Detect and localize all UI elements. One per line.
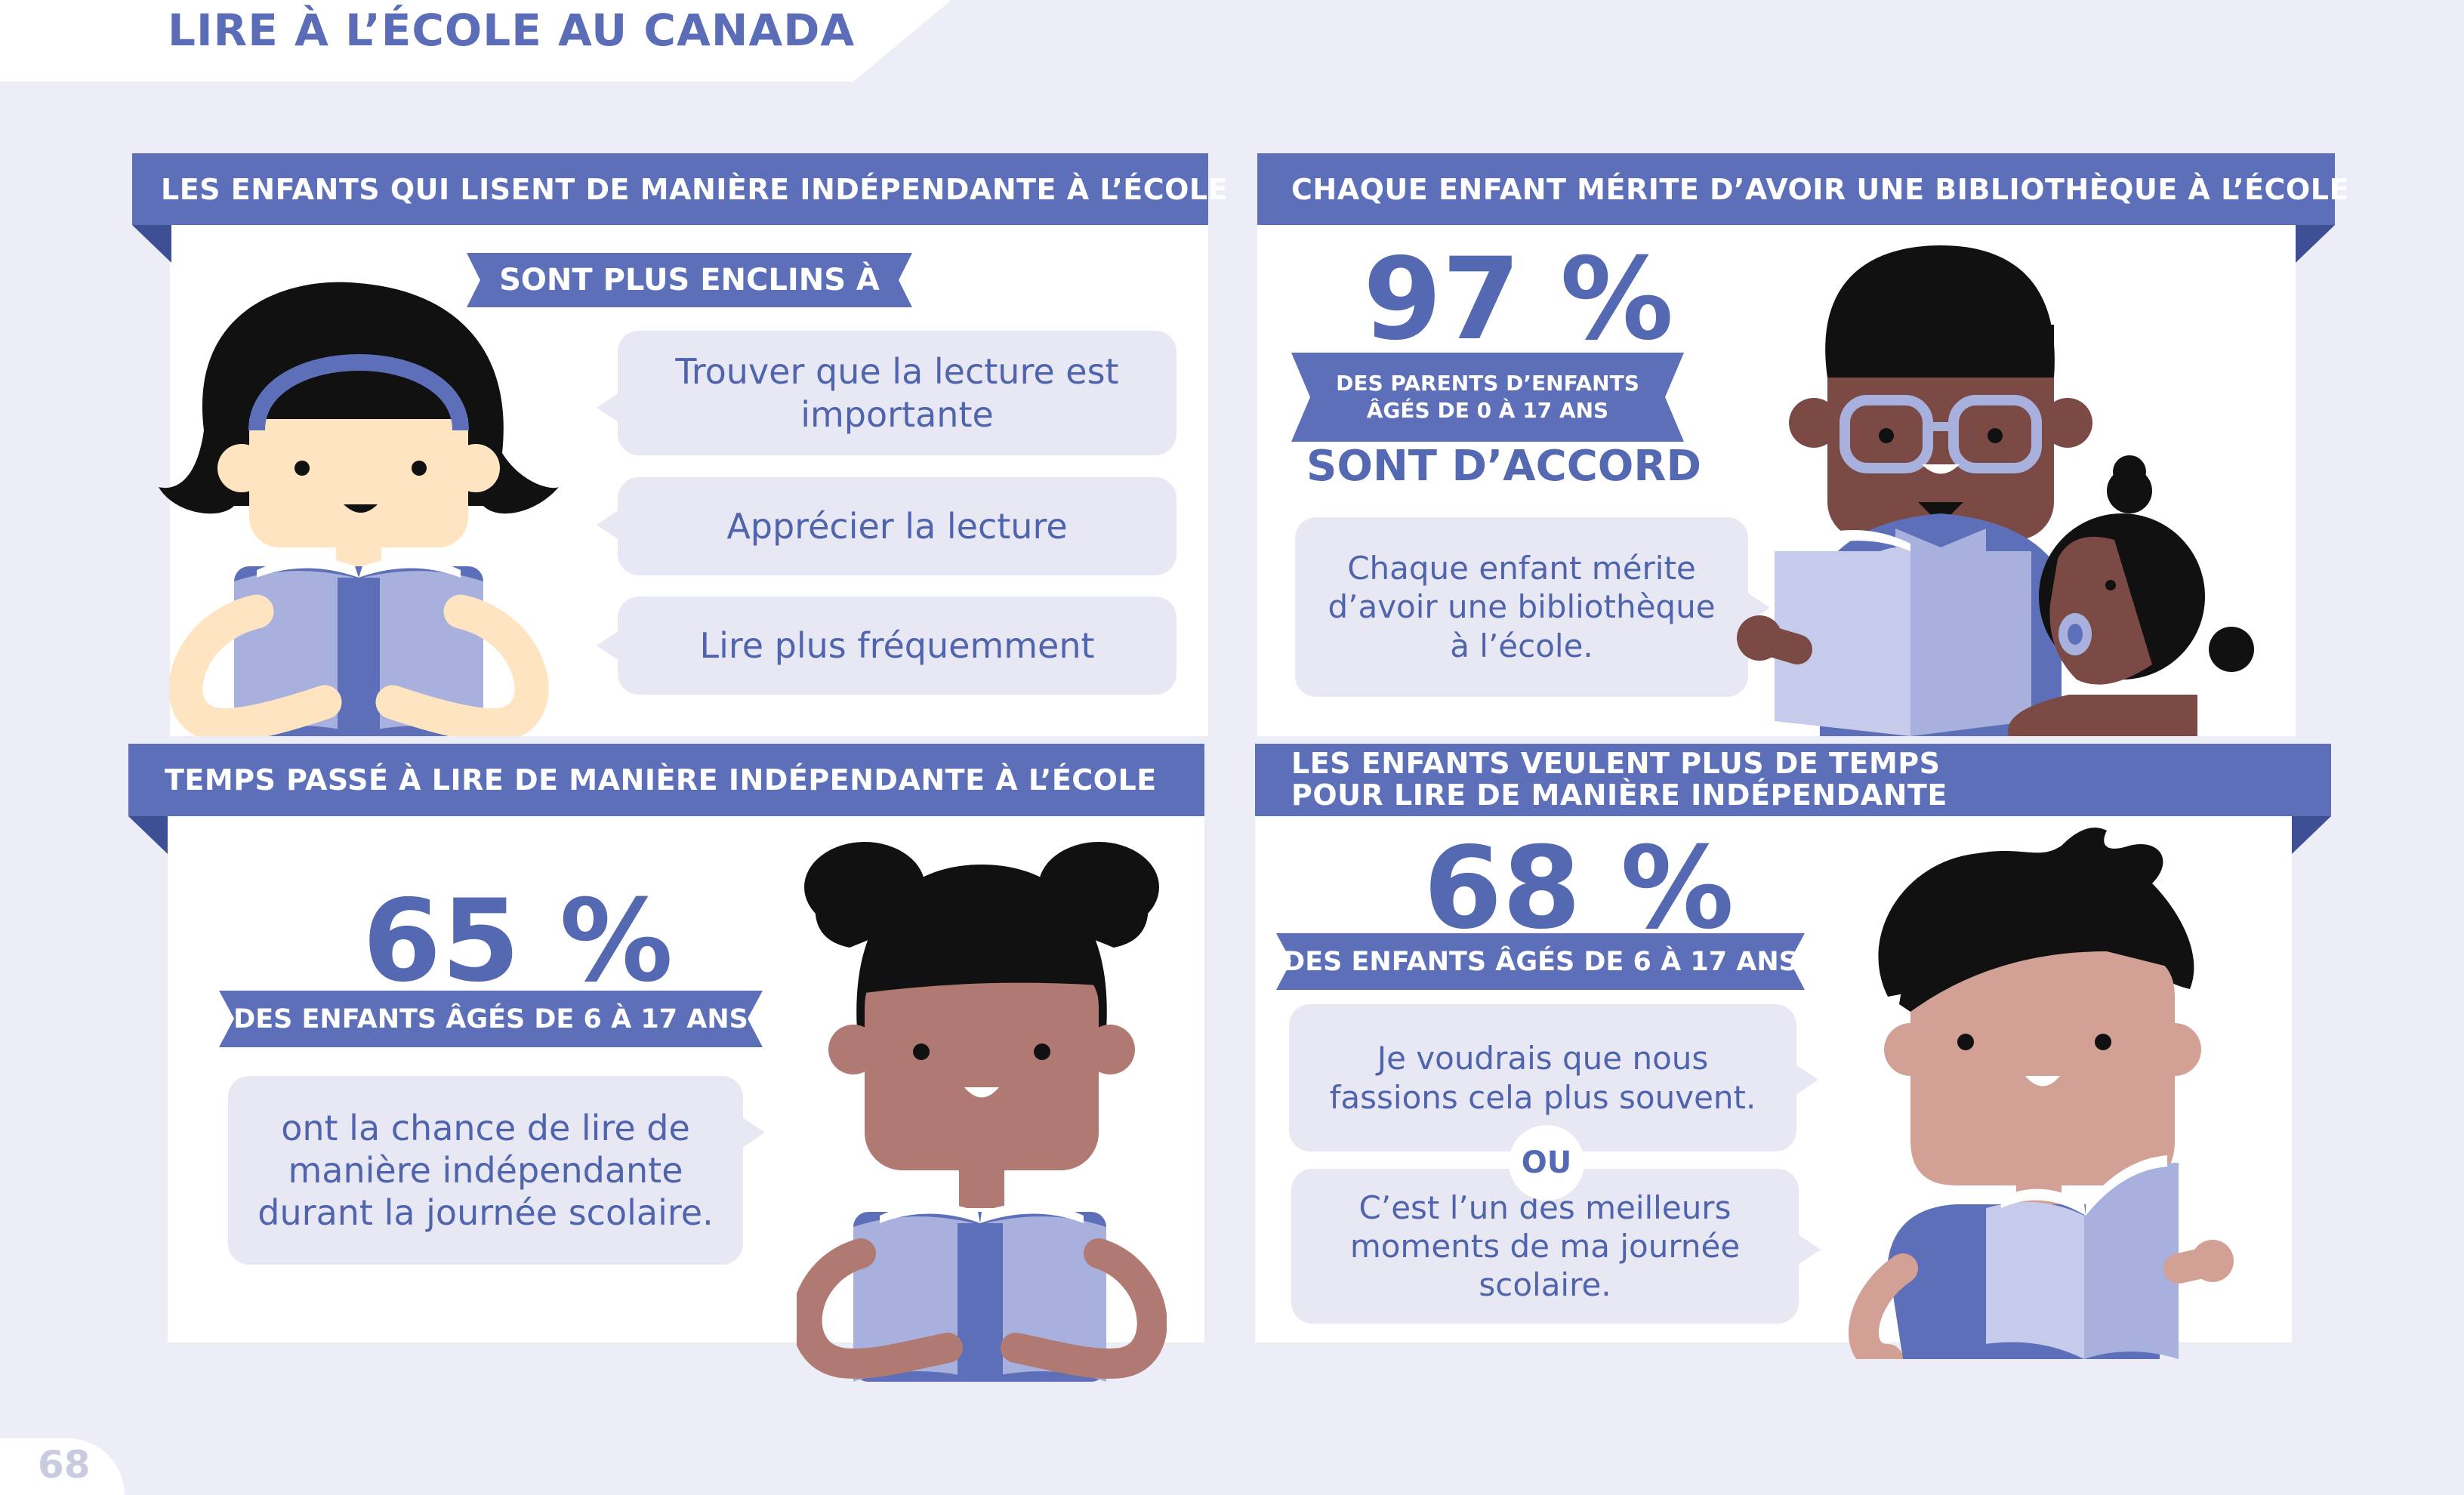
bubble-pointer [597,393,619,423]
panel1-tag: SONT PLUS ENCLINS À [499,263,880,297]
bubble-pointer [1796,1065,1818,1095]
bubble-enjoy: Apprécier la lecture [618,477,1176,575]
bubble-frequent-text: Lire plus fréquemment [699,624,1095,666]
panel4-stat: 68 % [1423,823,1735,954]
panel2-tag: DES PARENTS D’ENFANTS ÂGÉS DE 0 À 17 ANS [1291,353,1684,442]
girl-reading-illustration [159,282,559,736]
bubble-enjoy-text: Apprécier la lecture [726,505,1068,547]
bubble-more-often: Je voudrais que nous fassions cela plus … [1289,1004,1796,1151]
panel2-subtitle: SONT D’ACCORD [1306,442,1702,491]
boy-reading-illustration [1849,828,2234,1359]
girl-buns-illustration [797,842,1167,1382]
parent-baby-illustration [1737,245,2254,736]
panel4-heading: LES ENFANTS VEULENT PLUS DE TEMPS POUR L… [1255,744,2331,816]
panel2-tag-line2: ÂGÉS DE 0 À 17 ANS [1366,398,1609,423]
ribbon-fold [2296,225,2335,263]
panel1-heading: LES ENFANTS QUI LISENT DE MANIÈRE INDÉPE… [132,153,1228,225]
ribbon-fold [128,816,168,854]
bubble-pointer [597,630,619,661]
bubble-pointer [1798,1235,1821,1265]
bubble-chance: ont la chance de lire de manière indépen… [228,1076,743,1265]
tag-ribbon-shape [467,253,912,307]
tag-ribbon-shape [219,991,763,1047]
page-title: LIRE À L’ÉCOLE AU CANADA [168,5,856,56]
panel3-heading: TEMPS PASSÉ À LIRE DE MANIÈRE INDÉPENDAN… [128,744,1204,816]
bubble-best-moment: C’est l’un des meilleurs moments de ma j… [1291,1169,1799,1324]
bubble-library-text: Chaque enfant mérite d’avoir une bibliot… [1328,550,1716,664]
bubble-pointer [742,1117,765,1148]
bubble-more-often-text: Je voudrais que nous fassions cela plus … [1329,1040,1756,1116]
bubble-important: Trouver que la lecture est importante [618,331,1176,455]
panel2-stat: 97 % [1363,234,1674,365]
ribbon-fold [2292,816,2331,854]
header-tab [0,0,951,82]
bubble-best-moment-text: C’est l’un des meilleurs moments de ma j… [1349,1188,1741,1304]
panel3-stat: 65 % [362,876,674,1007]
ribbon-fold [132,225,171,263]
bubble-frequent: Lire plus fréquemment [618,596,1176,695]
page-number-tab: 68 [0,1438,125,1495]
page-number: 68 [38,1443,91,1487]
or-badge: OU [1509,1125,1584,1201]
bubble-library: Chaque enfant mérite d’avoir une bibliot… [1295,517,1748,697]
tag-ribbon-shape [1276,933,1805,990]
panel2-tag-line1: DES PARENTS D’ENFANTS [1336,370,1639,396]
panel2-heading: CHAQUE ENFANT MÉRITE D’AVOIR UNE BIBLIOT… [1257,153,2348,225]
tag-ribbon-shape [1291,353,1684,442]
panel4-heading-line1: LES ENFANTS VEULENT PLUS DE TEMPS [1291,747,1941,781]
panel3-tag: DES ENFANTS ÂGÉS DE 6 À 17 ANS [233,1003,748,1034]
panel4-heading-line2: POUR LIRE DE MANIÈRE INDÉPENDANTE [1291,778,1947,812]
panel4-tag: DES ENFANTS ÂGÉS DE 6 À 17 ANS [1283,946,1798,977]
bubble-chance-text: ont la chance de lire de manière indépen… [258,1107,714,1234]
or-label: OU [1521,1145,1572,1180]
bubble-pointer [597,510,619,540]
bubble-important-text: Trouver que la lecture est importante [675,351,1119,435]
bubble-pointer [1747,593,1770,623]
